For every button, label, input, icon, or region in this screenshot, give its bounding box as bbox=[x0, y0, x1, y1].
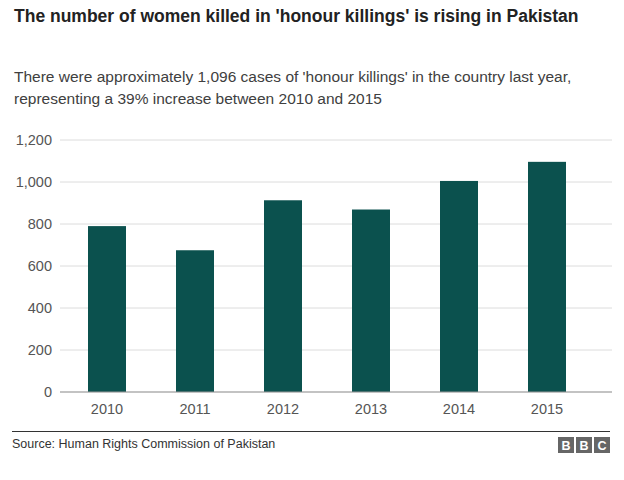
bar bbox=[528, 162, 566, 392]
logo-box bbox=[558, 437, 574, 453]
y-tick-label: 200 bbox=[28, 342, 52, 358]
grid-line bbox=[60, 392, 612, 393]
bar bbox=[176, 250, 214, 392]
y-tick-label: 1,000 bbox=[16, 174, 52, 190]
x-tick-label: 2014 bbox=[443, 401, 475, 417]
y-tick-label: 0 bbox=[44, 384, 52, 400]
x-tick-label: 2012 bbox=[267, 401, 299, 417]
baseline bbox=[60, 392, 612, 393]
bar bbox=[440, 181, 478, 392]
logo-box bbox=[576, 437, 592, 453]
x-tick-label: 2013 bbox=[355, 401, 387, 417]
x-tick-label: 2015 bbox=[531, 401, 563, 417]
y-tick-label: 800 bbox=[28, 216, 52, 232]
logo: BBC bbox=[558, 437, 610, 453]
source: Source: Human Rights Commission of Pakis… bbox=[12, 437, 275, 451]
chart: 0 200 400 600 800 1,000 1,200 2010 2011 2012 2013 2… bbox=[0, 0, 624, 480]
y-tick-label: 1,200 bbox=[16, 132, 52, 148]
bars bbox=[88, 162, 566, 392]
subtitle: There were approximately 1,096 cases of … bbox=[14, 66, 610, 110]
footer-rule bbox=[12, 431, 610, 432]
y-tick-label: 600 bbox=[28, 258, 52, 274]
bar bbox=[352, 210, 390, 392]
logo-letter: B bbox=[579, 439, 588, 453]
bar bbox=[88, 226, 126, 392]
grid-line bbox=[60, 140, 612, 141]
x-tick-label: 2010 bbox=[91, 401, 123, 417]
logo-box bbox=[594, 437, 610, 453]
bar bbox=[264, 200, 302, 392]
title: The number of women killed in 'honour ki… bbox=[14, 5, 606, 28]
x-tick-label: 2011 bbox=[179, 401, 210, 417]
y-tick-label: 400 bbox=[28, 300, 52, 316]
logo-letter: C bbox=[597, 439, 606, 453]
logo-letter: B bbox=[561, 439, 570, 453]
